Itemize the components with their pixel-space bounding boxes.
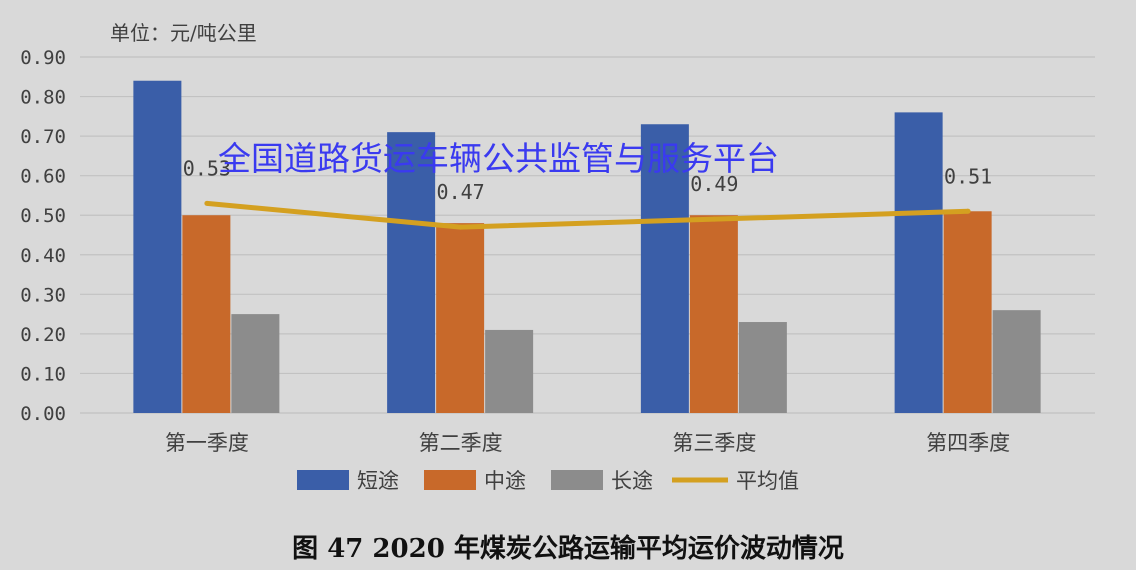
y-tick-label: 0.70 <box>20 126 66 148</box>
y-tick-label: 0.90 <box>20 47 66 69</box>
average-data-label: 0.53 <box>183 156 231 180</box>
y-axis-ticks: 0.00 0.10 0.20 0.30 0.40 0.50 0.60 0.70 0.80 0.90 <box>20 47 66 425</box>
y-tick-label: 0.40 <box>20 245 66 267</box>
y-tick-label: 0.30 <box>20 284 66 306</box>
legend-label: 平均值 <box>736 469 799 493</box>
legend-swatch <box>551 470 603 490</box>
x-category-label: 第三季度 <box>672 431 756 455</box>
y-tick-label: 0.50 <box>20 205 66 227</box>
average-data-label: 0.51 <box>944 164 992 188</box>
y-tick-label: 0.80 <box>20 87 66 109</box>
average-data-label: 0.47 <box>437 180 485 204</box>
average-point <box>711 216 717 222</box>
x-category-label: 第二季度 <box>419 431 503 455</box>
bar-长途-第二季度 <box>485 329 534 413</box>
legend: 短途 中途 长途 平均值 <box>297 469 799 493</box>
legend-label: 短途 <box>357 469 399 493</box>
legend-label: 中途 <box>484 469 526 493</box>
x-axis-categories: 第一季度 第二季度 第三季度 第四季度 <box>165 431 1010 455</box>
bar-中途-第三季度 <box>689 215 738 413</box>
average-data-label: 0.49 <box>690 172 738 196</box>
y-tick-label: 0.20 <box>20 324 66 346</box>
legend-label: 长途 <box>611 469 653 493</box>
bar-长途-第三季度 <box>738 322 787 413</box>
bar-长途-第四季度 <box>992 310 1041 413</box>
bar-中途-第二季度 <box>436 223 485 413</box>
y-tick-label: 0.60 <box>20 166 66 188</box>
average-point <box>204 200 210 206</box>
x-category-label: 第一季度 <box>165 431 249 455</box>
figure-caption: 图 47 2020 年煤炭公路运输平均运价波动情况 <box>292 533 844 564</box>
bar-中途-第四季度 <box>943 211 992 413</box>
watermark-text: 全国道路货运车辆公共监管与服务平台 <box>218 139 779 178</box>
legend-swatch <box>297 470 349 490</box>
y-tick-label: 0.00 <box>20 403 66 425</box>
bar-短途-第三季度 <box>640 124 689 413</box>
unit-label: 单位：元/吨公里 <box>110 21 257 45</box>
average-line <box>204 200 971 230</box>
bars <box>133 80 1041 413</box>
bar-短途-第四季度 <box>894 112 943 413</box>
x-category-label: 第四季度 <box>926 431 1010 455</box>
average-point <box>965 208 971 214</box>
average-line-path <box>206 200 969 230</box>
average-point <box>458 224 464 230</box>
data-labels: 0.53 0.47 0.49 0.51 <box>183 156 992 204</box>
bar-长途-第一季度 <box>231 314 280 413</box>
bar-短途-第一季度 <box>133 80 182 413</box>
bar-短途-第二季度 <box>387 132 436 413</box>
legend-swatch <box>424 470 476 490</box>
y-tick-label: 0.10 <box>20 363 66 385</box>
bar-中途-第一季度 <box>182 215 231 413</box>
